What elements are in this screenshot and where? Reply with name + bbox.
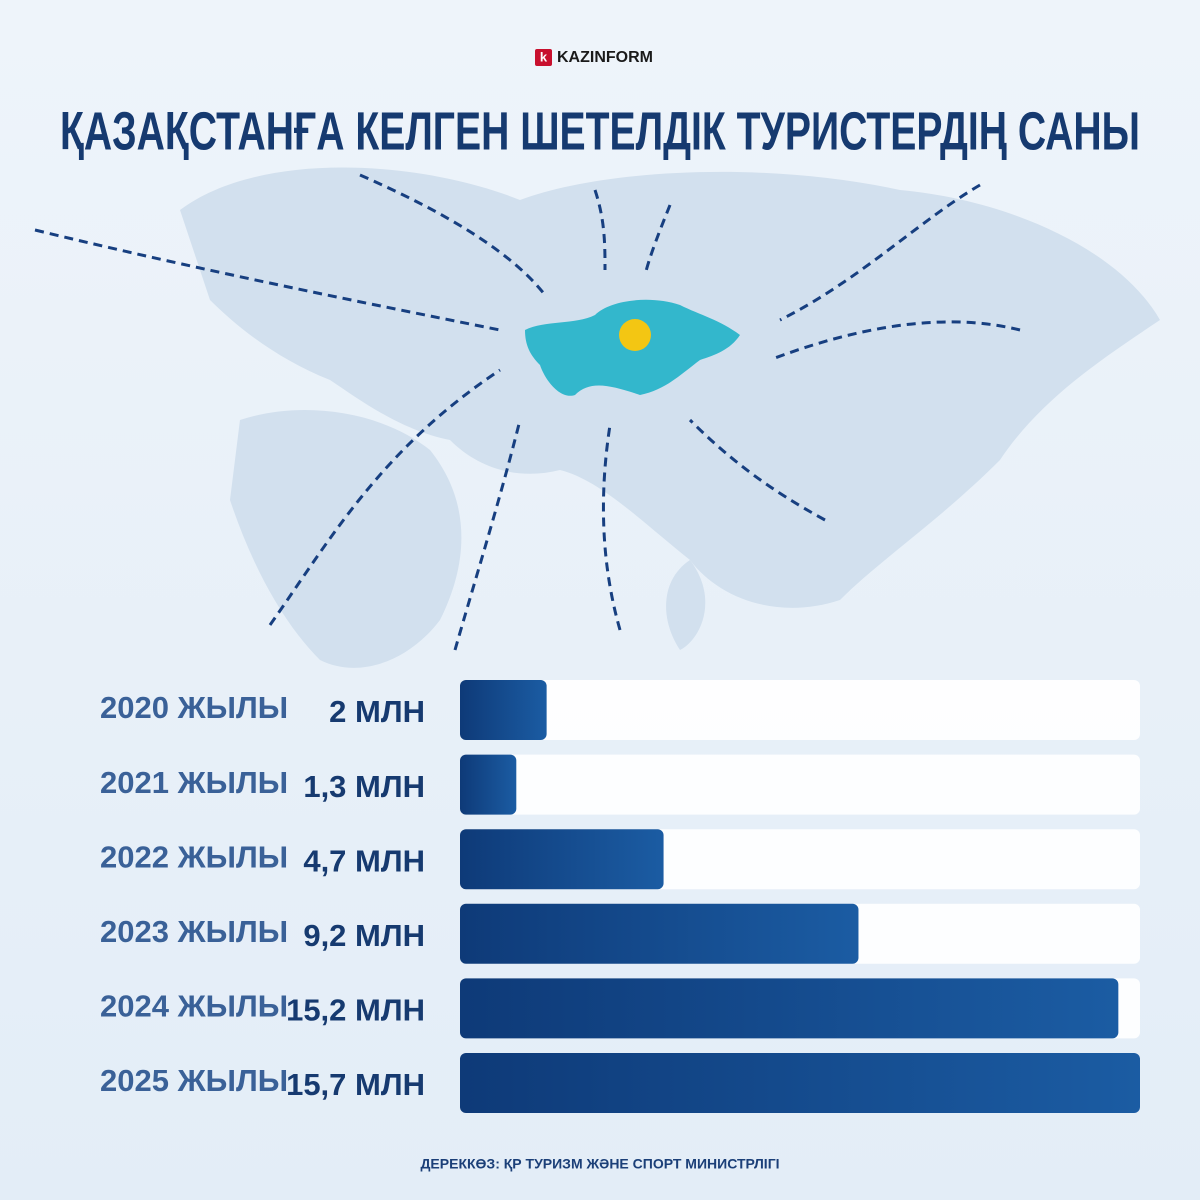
source: ДЕРЕККӨЗ: ҚР ТУРИЗМ ЖӘНЕ СПОРТ МИНИСТРЛІ…	[420, 1156, 779, 1172]
category-label: 2022 ЖЫЛЫ	[100, 839, 288, 874]
value-label: 4,7 МЛН	[303, 843, 425, 878]
value-label: 15,2 МЛН	[286, 993, 425, 1028]
value-label: 9,2 МЛН	[303, 918, 425, 953]
category-label: 2020 ЖЫЛЫ	[100, 690, 288, 725]
chart-title: ҚАЗАҚСТАНҒА КЕЛГЕН ШЕТЕЛДІК ТУРИСТЕРДІҢ …	[60, 101, 1140, 161]
bar	[460, 1053, 1140, 1113]
logo-icon	[535, 49, 552, 66]
bar	[460, 903, 859, 964]
world-map	[180, 167, 1160, 668]
bar	[460, 978, 1119, 1039]
bar	[460, 754, 517, 815]
route-arrows	[34, 173, 1021, 651]
logo-letter: k	[540, 49, 548, 64]
category-label: 2021 ЖЫЛЫ	[100, 765, 288, 800]
brand: KAZINFORM	[557, 49, 653, 66]
value-label: 1,3 МЛН	[303, 769, 425, 804]
bar	[460, 829, 664, 890]
bar-track	[460, 680, 1140, 740]
bar-track	[460, 754, 1140, 815]
bar	[460, 680, 547, 740]
category-label: 2025 ЖЫЛЫ	[100, 1063, 288, 1098]
flag-sun	[619, 319, 651, 351]
value-label: 15,7 МЛН	[286, 1067, 425, 1102]
value-label: 2 МЛН	[329, 694, 425, 729]
category-label: 2023 ЖЫЛЫ	[100, 914, 288, 949]
category-label: 2024 ЖЫЛЫ	[100, 989, 288, 1024]
